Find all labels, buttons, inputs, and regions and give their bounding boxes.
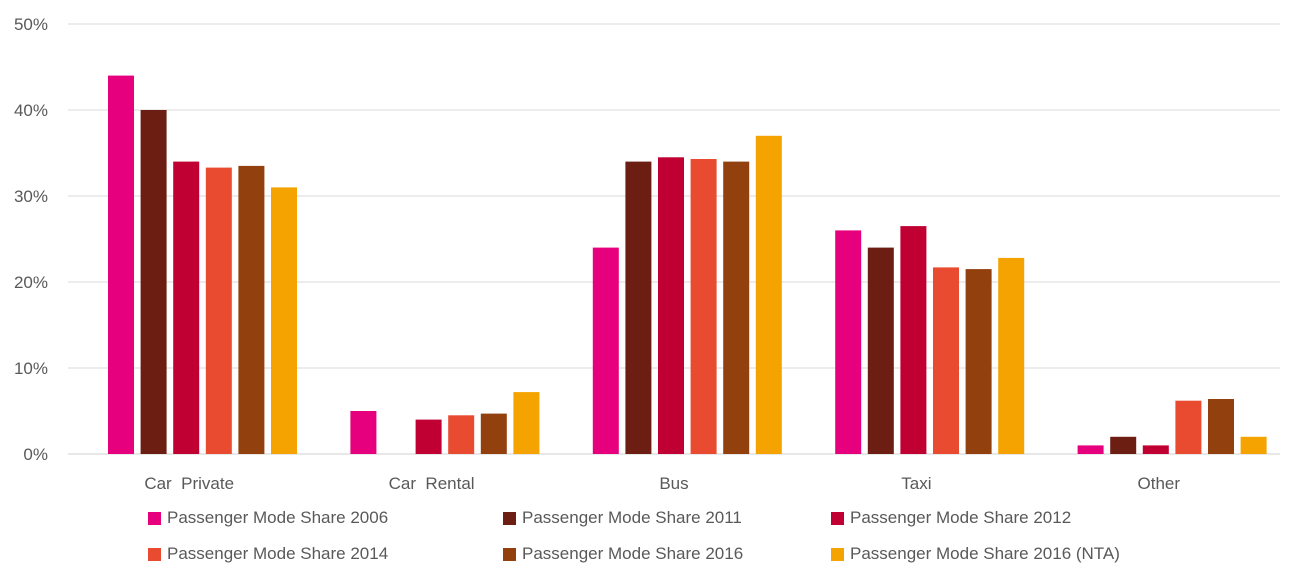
legend-swatch — [148, 547, 161, 561]
x-tick-label: Car Private — [144, 474, 234, 493]
bar — [173, 161, 200, 454]
legend-label: Passenger Mode Share 2016 (NTA) — [850, 544, 1120, 563]
bar — [690, 159, 717, 454]
x-tick-label: Car Rental — [389, 474, 475, 493]
bar — [723, 161, 750, 454]
y-tick-label: 40% — [14, 101, 48, 120]
bar — [513, 392, 540, 454]
bar — [900, 226, 927, 454]
bar — [755, 135, 782, 455]
y-tick-label: 50% — [14, 15, 48, 34]
bar — [592, 247, 619, 454]
chart-plot: 0% 10% 20% 30% 40% 50% Car Private Car Rental Bu… — [14, 15, 1280, 493]
legend-label: Passenger Mode Share 2006 — [167, 508, 389, 527]
bar — [415, 419, 442, 454]
bar — [625, 161, 652, 454]
legend-item: Passenger Mode Share 2006 — [148, 508, 388, 528]
bar — [867, 247, 894, 454]
bar — [835, 230, 862, 454]
bar — [271, 187, 297, 454]
bar — [108, 75, 134, 454]
bar — [1240, 436, 1267, 454]
legend-item: Passenger Mode Share 2016 (NTA) — [831, 544, 1120, 564]
bar — [238, 165, 265, 454]
y-tick-label: 0% — [23, 445, 48, 464]
bar — [1142, 445, 1169, 454]
bar — [1077, 445, 1104, 454]
legend-item: Passenger Mode Share 2011 — [503, 508, 742, 528]
legend-swatch — [503, 547, 516, 561]
legend-item: Passenger Mode Share 2016 — [503, 544, 743, 564]
bar — [998, 257, 1025, 454]
legend-swatch — [831, 547, 844, 561]
x-tick-label: Bus — [659, 474, 688, 493]
y-tick-label: 30% — [14, 187, 48, 206]
legend-label: Passenger Mode Share 2016 — [522, 544, 744, 563]
legend-item: Passenger Mode Share 2014 — [148, 544, 388, 564]
y-tick-label: 20% — [14, 273, 48, 292]
legend-swatch — [503, 511, 516, 525]
bar — [965, 269, 992, 454]
bar — [933, 267, 959, 454]
bar — [480, 413, 507, 454]
bar — [140, 110, 167, 454]
x-tick-label: Taxi — [901, 474, 931, 493]
legend-item: Passenger Mode Share 2012 — [831, 508, 1071, 528]
bar — [350, 411, 377, 454]
legend-swatch — [148, 511, 161, 525]
legend-label: Passenger Mode Share 2012 — [850, 508, 1072, 527]
bar — [1175, 400, 1202, 454]
bar — [1110, 436, 1137, 454]
bar — [1208, 399, 1234, 454]
bar — [448, 415, 475, 454]
legend-swatch — [831, 511, 844, 525]
y-tick-label: 10% — [14, 359, 48, 378]
bar — [205, 167, 232, 454]
legend-label: Passenger Mode Share 2011 — [522, 508, 742, 527]
bar — [658, 157, 684, 455]
x-tick-label: Other — [1138, 474, 1181, 493]
legend-label: Passenger Mode Share 2014 — [167, 544, 389, 563]
